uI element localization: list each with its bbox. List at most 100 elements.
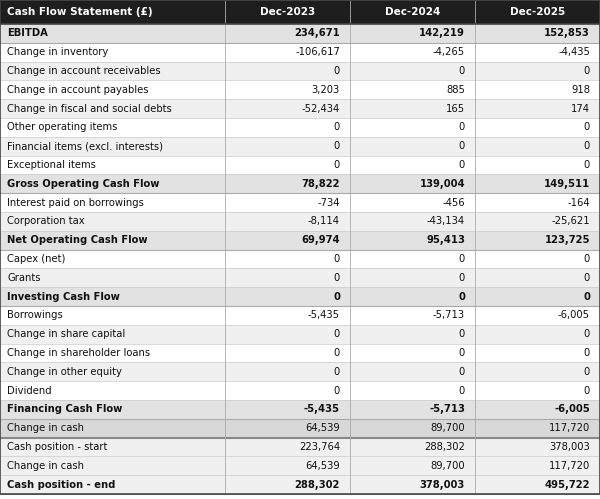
Text: Exceptional items: Exceptional items	[7, 160, 96, 170]
Text: -52,434: -52,434	[302, 104, 340, 114]
Text: Corporation tax: Corporation tax	[7, 217, 85, 227]
Text: 89,700: 89,700	[430, 423, 465, 433]
Bar	[0, 80, 600, 99]
Text: Interest paid on borrowings: Interest paid on borrowings	[7, 198, 144, 208]
Text: 174: 174	[571, 104, 590, 114]
Text: Change in shareholder loans: Change in shareholder loans	[7, 348, 150, 358]
Text: -5,435: -5,435	[304, 404, 340, 414]
Text: 3,203: 3,203	[312, 85, 340, 95]
Text: Change in account payables: Change in account payables	[7, 85, 149, 95]
Text: 0: 0	[458, 291, 465, 301]
Text: 0: 0	[459, 66, 465, 76]
Text: -6,005: -6,005	[558, 310, 590, 320]
Bar	[0, 438, 600, 457]
Bar	[0, 193, 600, 212]
Text: Other operating items: Other operating items	[7, 122, 118, 132]
Bar	[0, 137, 600, 156]
Text: -164: -164	[568, 198, 590, 208]
Bar	[0, 475, 600, 494]
Text: 117,720: 117,720	[549, 461, 590, 471]
Text: 0: 0	[459, 329, 465, 339]
Bar	[0, 212, 600, 231]
Text: Investing Cash Flow: Investing Cash Flow	[7, 291, 120, 301]
Text: 152,853: 152,853	[544, 28, 590, 38]
Bar	[0, 61, 600, 80]
Text: 64,539: 64,539	[305, 461, 340, 471]
Bar	[0, 43, 600, 61]
Text: 139,004: 139,004	[419, 179, 465, 189]
Text: 0: 0	[334, 348, 340, 358]
Text: -25,621: -25,621	[551, 217, 590, 227]
Text: 0: 0	[334, 160, 340, 170]
Bar	[0, 457, 600, 475]
Text: Change in cash: Change in cash	[7, 461, 84, 471]
Bar	[0, 231, 600, 250]
Text: 0: 0	[584, 386, 590, 396]
Text: 378,003: 378,003	[420, 480, 465, 490]
Text: 0: 0	[584, 273, 590, 283]
Text: 234,671: 234,671	[294, 28, 340, 38]
Text: 0: 0	[584, 329, 590, 339]
Text: 0: 0	[334, 367, 340, 377]
Text: 69,974: 69,974	[301, 235, 340, 245]
Text: 0: 0	[459, 348, 465, 358]
Text: 288,302: 288,302	[295, 480, 340, 490]
Text: 0: 0	[334, 122, 340, 132]
Text: 495,722: 495,722	[545, 480, 590, 490]
Text: 0: 0	[584, 254, 590, 264]
Text: Change in inventory: Change in inventory	[7, 47, 108, 57]
Text: -43,134: -43,134	[427, 217, 465, 227]
Text: 0: 0	[584, 160, 590, 170]
Text: -5,435: -5,435	[308, 310, 340, 320]
Bar	[0, 174, 600, 193]
Text: 64,539: 64,539	[305, 423, 340, 433]
Text: 0: 0	[459, 386, 465, 396]
Text: Dec-2023: Dec-2023	[260, 7, 315, 17]
Text: 123,725: 123,725	[545, 235, 590, 245]
Text: Financing Cash Flow: Financing Cash Flow	[7, 404, 122, 414]
Text: Grants: Grants	[7, 273, 41, 283]
Text: Financial items (excl. interests): Financial items (excl. interests)	[7, 141, 163, 151]
Text: 0: 0	[333, 291, 340, 301]
Bar	[0, 344, 600, 362]
Text: 0: 0	[584, 66, 590, 76]
Bar	[0, 362, 600, 381]
Text: -8,114: -8,114	[308, 217, 340, 227]
Text: 0: 0	[334, 141, 340, 151]
Text: 223,764: 223,764	[299, 442, 340, 452]
Text: 0: 0	[459, 273, 465, 283]
Text: 78,822: 78,822	[302, 179, 340, 189]
Text: -4,265: -4,265	[433, 47, 465, 57]
Text: 0: 0	[459, 122, 465, 132]
Bar	[0, 118, 600, 137]
Text: 0: 0	[583, 291, 590, 301]
Text: 885: 885	[446, 85, 465, 95]
Bar	[0, 24, 600, 43]
Text: Dec-2025: Dec-2025	[510, 7, 565, 17]
Text: 0: 0	[334, 66, 340, 76]
Text: 0: 0	[334, 386, 340, 396]
Text: 165: 165	[446, 104, 465, 114]
Text: 0: 0	[584, 122, 590, 132]
Text: 378,003: 378,003	[549, 442, 590, 452]
Bar	[0, 381, 600, 400]
Text: Dec-2024: Dec-2024	[385, 7, 440, 17]
Text: 0: 0	[334, 273, 340, 283]
Bar	[0, 250, 600, 268]
Text: 0: 0	[584, 348, 590, 358]
Text: -6,005: -6,005	[554, 404, 590, 414]
Text: -456: -456	[442, 198, 465, 208]
Text: Change in other equity: Change in other equity	[7, 367, 122, 377]
Text: 0: 0	[584, 141, 590, 151]
Text: EBITDA: EBITDA	[7, 28, 48, 38]
Text: 918: 918	[571, 85, 590, 95]
Text: Capex (net): Capex (net)	[7, 254, 65, 264]
Text: Change in share capital: Change in share capital	[7, 329, 125, 339]
Text: Cash position - end: Cash position - end	[7, 480, 115, 490]
Text: Gross Operating Cash Flow: Gross Operating Cash Flow	[7, 179, 160, 189]
Bar	[0, 156, 600, 174]
Text: -734: -734	[317, 198, 340, 208]
Text: 0: 0	[459, 141, 465, 151]
Bar	[0, 99, 600, 118]
Text: Change in fiscal and social debts: Change in fiscal and social debts	[7, 104, 172, 114]
